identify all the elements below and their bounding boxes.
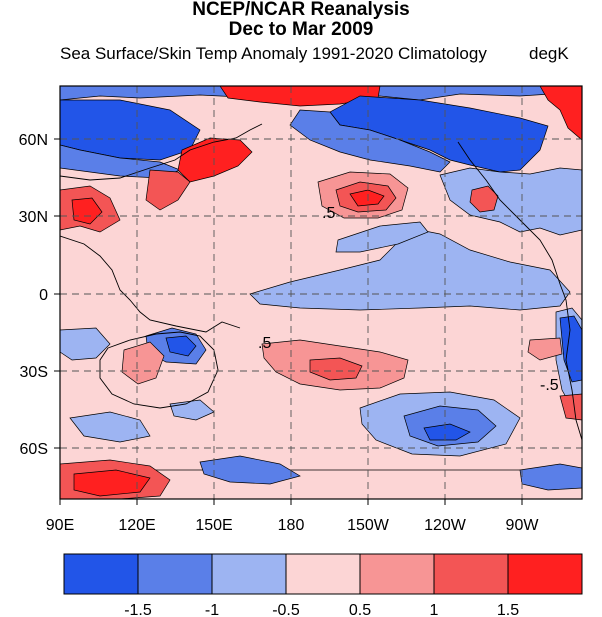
- chart-title-line1: NCEP/NCAR Reanalysis: [192, 0, 410, 20]
- y-tick-label: 60N: [19, 132, 48, 149]
- colorbar-swatch: [433, 553, 509, 595]
- region-central-north-pacific-warm-core: [349, 189, 385, 207]
- region-antarctic-neutral: [60, 469, 582, 499]
- region-equatorial-cold-tongue: [249, 229, 571, 311]
- x-tick-label: 150W: [347, 517, 390, 534]
- region-arctic-warm: [219, 86, 381, 107]
- chart-subtitle: Sea Surface/Skin Temp Anomaly 1991-2020 …: [60, 44, 487, 63]
- colorbar-label: 1: [430, 602, 439, 617]
- region-australia-warm: [121, 341, 165, 385]
- region-south-chile-warm: [559, 393, 582, 421]
- region-cold-streak-north: [335, 221, 429, 253]
- region-west-warm-core: [71, 197, 103, 225]
- region-west-pacific-cold: [60, 327, 111, 361]
- colorbar-label: -1.5: [124, 602, 152, 617]
- y-tick-label: 0: [39, 287, 48, 304]
- region-east-china-warm: [145, 169, 191, 211]
- x-tick-label: 150E: [195, 517, 232, 534]
- colorbar-labels: -1.5 -1 -0.5 0.5 1 1.5: [124, 602, 519, 617]
- chart-title-line2: Dec to Mar 2009: [228, 19, 374, 40]
- colorbar-swatch: [211, 553, 287, 595]
- colorbar-label: 1.5: [497, 602, 519, 617]
- coastline-australia: [99, 331, 219, 409]
- contour-label: -.5: [540, 377, 559, 394]
- region-south-pacific-warm-core: [309, 357, 363, 381]
- coastline-asia: [60, 123, 263, 333]
- map-gridlines: [60, 86, 582, 499]
- x-tick-label: 90W: [506, 517, 540, 534]
- x-tick-label: 90E: [46, 517, 74, 534]
- colorbar-swatch: [137, 553, 213, 595]
- coastline-americas: [457, 141, 582, 441]
- region-north-pacific-cold-fringe: [289, 109, 451, 173]
- colorbar-swatch: [359, 553, 435, 595]
- y-tick-label: 30N: [19, 209, 48, 226]
- x-tick-label: 120W: [424, 517, 467, 534]
- y-tick-label: 60S: [20, 441, 48, 458]
- region-peru-chile-cold-core: [559, 315, 582, 383]
- region-antarctic-cold: [199, 455, 301, 485]
- region-antarctic-warm-core: [73, 469, 151, 497]
- region-chile-warm: [527, 337, 563, 361]
- colorbar: [63, 553, 583, 595]
- colorbar-swatch: [507, 553, 583, 595]
- units-label: degK: [529, 44, 569, 63]
- colorbar-swatch: [285, 553, 361, 595]
- region-southern-ocean-cold-core: [423, 423, 471, 441]
- region-tasman-cold: [69, 411, 151, 443]
- contour-label: .5: [258, 335, 271, 352]
- axis-ticks: [54, 138, 523, 505]
- colorbar-label: -1: [205, 602, 219, 617]
- anomaly-map: [60, 86, 582, 499]
- region-coral-sea-cold-core: [165, 335, 197, 357]
- colorbar-swatch: [63, 553, 139, 595]
- x-tick-label: 180: [278, 517, 305, 534]
- colorbar-label: -0.5: [272, 602, 300, 617]
- map-frame: [59, 85, 583, 500]
- x-tick-label: 120E: [118, 517, 155, 534]
- region-ne-corner-warm: [539, 86, 582, 141]
- region-gulf-warm: [469, 185, 499, 213]
- colorbar-label: 0.5: [349, 602, 371, 617]
- y-tick-label: 30S: [20, 364, 48, 381]
- contour-label: .5: [322, 205, 335, 222]
